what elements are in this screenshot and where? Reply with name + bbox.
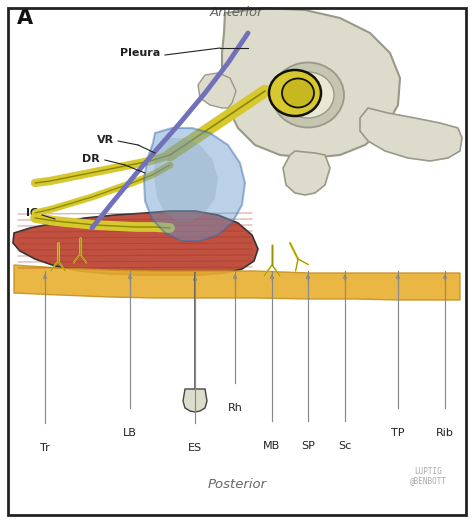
Text: A: A <box>17 8 33 28</box>
Text: DR: DR <box>82 154 100 164</box>
Text: Rh: Rh <box>228 403 242 413</box>
Text: ES: ES <box>188 443 202 453</box>
Polygon shape <box>283 151 330 195</box>
Text: Sc: Sc <box>338 441 352 451</box>
Text: Tr: Tr <box>40 443 50 453</box>
Polygon shape <box>198 73 236 108</box>
Polygon shape <box>13 211 258 275</box>
Text: Anterior: Anterior <box>210 6 264 19</box>
Polygon shape <box>360 108 462 161</box>
Text: VR: VR <box>97 135 114 145</box>
Ellipse shape <box>272 63 344 128</box>
Text: Posterior: Posterior <box>208 479 266 492</box>
Ellipse shape <box>269 70 321 116</box>
Polygon shape <box>222 8 400 158</box>
Ellipse shape <box>282 78 314 108</box>
Text: SP: SP <box>301 441 315 451</box>
Polygon shape <box>154 138 218 221</box>
Text: Rib: Rib <box>436 428 454 438</box>
Text: Pleura: Pleura <box>120 48 160 58</box>
Polygon shape <box>14 265 460 300</box>
Text: MB: MB <box>264 441 281 451</box>
Polygon shape <box>183 389 207 412</box>
Text: LUPTIG: LUPTIG <box>414 467 442 475</box>
Text: IC: IC <box>26 208 38 218</box>
Polygon shape <box>144 128 245 241</box>
Text: TP: TP <box>391 428 405 438</box>
Ellipse shape <box>282 72 334 118</box>
Text: @BENBOTT: @BENBOTT <box>410 476 447 485</box>
Text: LB: LB <box>123 428 137 438</box>
